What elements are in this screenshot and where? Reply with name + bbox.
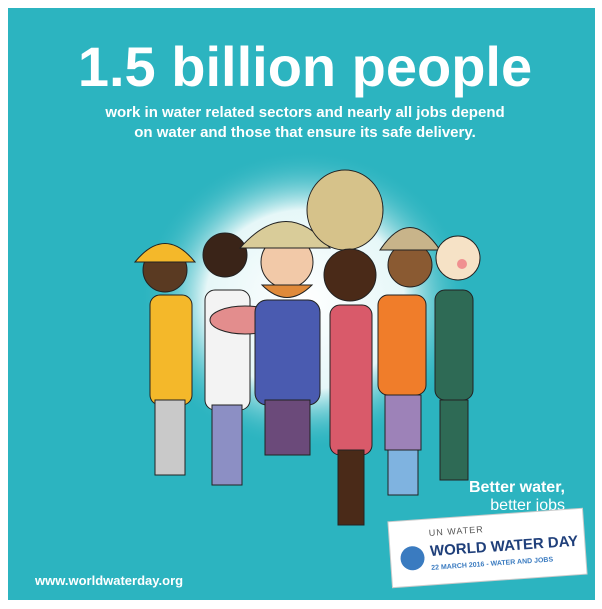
tagline-line: Better water, xyxy=(469,479,565,496)
figure-legs xyxy=(154,399,186,476)
figure-legs xyxy=(337,449,365,526)
tagline-line: better jobs xyxy=(490,497,565,514)
figure-body xyxy=(434,289,474,401)
figure-legs xyxy=(384,394,422,451)
logo-org: UN WATER xyxy=(428,524,484,538)
logo-icon xyxy=(400,546,425,571)
figure-body xyxy=(377,294,427,396)
title: 1.5 billion people xyxy=(78,35,532,98)
hard-hat xyxy=(133,243,197,263)
figure-body xyxy=(254,299,321,406)
logo-background xyxy=(387,507,588,589)
figure-legs xyxy=(439,399,469,481)
subtitle-line: work in water related sectors and nearly… xyxy=(104,104,504,121)
boots xyxy=(387,449,419,496)
figure-legs xyxy=(264,399,311,456)
figure-body xyxy=(329,304,373,456)
beard xyxy=(260,284,314,298)
figure-legs xyxy=(211,404,243,486)
illustration xyxy=(133,150,481,526)
figure-body xyxy=(149,294,193,406)
footer-url: www.worldwaterday.org xyxy=(34,573,183,588)
cheek xyxy=(457,259,467,269)
subtitle-line: on water and those that ensure its safe … xyxy=(134,124,476,141)
pot xyxy=(306,169,384,251)
figure-head xyxy=(323,248,377,302)
figure-head xyxy=(202,232,248,278)
logo-card: UN WATER WORLD WATER DAY 22 MARCH 2016 -… xyxy=(387,507,588,589)
figure-head xyxy=(435,235,481,281)
